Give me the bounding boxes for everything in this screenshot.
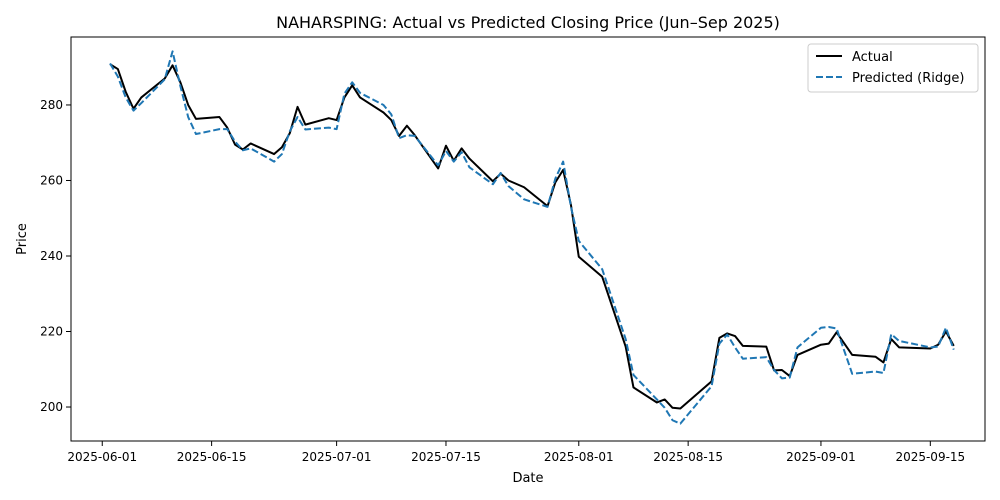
x-tick-label: 2025-08-15 [653, 450, 723, 464]
y-axis-label: Price [15, 223, 30, 255]
x-tick-label: 2025-07-15 [411, 450, 481, 464]
legend: Actual Predicted (Ridge) [807, 43, 979, 93]
y-tick-label: 220 [40, 325, 63, 339]
legend-box [807, 43, 979, 93]
x-tick-label: 2025-06-01 [67, 450, 137, 464]
plot-area [70, 36, 986, 442]
y-tick-label: 260 [40, 173, 63, 187]
y-axis: 200 220 240 260 280 [40, 98, 71, 414]
series-line-predicted [109, 50, 955, 425]
series-layer [109, 50, 955, 425]
x-tick-label: 2025-07-01 [302, 450, 372, 464]
x-tick-label: 2025-09-15 [895, 450, 965, 464]
y-tick-label: 240 [40, 249, 63, 263]
x-tick-label: 2025-06-15 [177, 450, 247, 464]
legend-label-actual: Actual [852, 50, 893, 65]
x-axis: 2025-06-01 2025-06-15 2025-07-01 2025-07-15… [67, 441, 965, 464]
chart-title: NAHARSPING: Actual vs Predicted Closing … [276, 13, 780, 32]
x-axis-label: Date [512, 471, 543, 486]
x-tick-label: 2025-08-01 [544, 450, 614, 464]
legend-label-predicted: Predicted (Ridge) [852, 71, 964, 86]
plot-frame [70, 36, 986, 442]
x-tick-label: 2025-09-01 [786, 450, 856, 464]
y-tick-label: 280 [40, 98, 63, 112]
y-tick-label: 200 [40, 400, 63, 414]
